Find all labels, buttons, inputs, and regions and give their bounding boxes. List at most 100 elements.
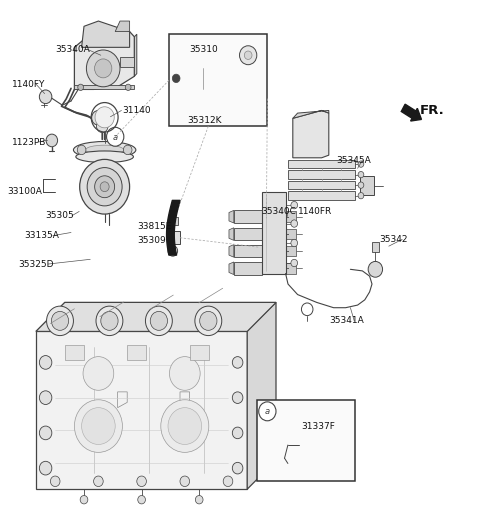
Circle shape (150, 311, 168, 330)
Circle shape (291, 220, 298, 227)
Text: 35341A: 35341A (329, 316, 363, 326)
Circle shape (96, 306, 123, 336)
Circle shape (259, 402, 276, 421)
Circle shape (195, 495, 203, 504)
Polygon shape (299, 437, 321, 456)
Text: 35340C: 35340C (262, 207, 297, 216)
Polygon shape (229, 228, 234, 240)
Circle shape (368, 261, 383, 277)
Text: 35312K: 35312K (187, 116, 222, 126)
Circle shape (82, 408, 115, 444)
Polygon shape (229, 245, 234, 257)
Polygon shape (286, 229, 296, 239)
Circle shape (46, 134, 58, 147)
Text: 35305: 35305 (46, 211, 74, 220)
Circle shape (39, 391, 52, 404)
Polygon shape (229, 210, 234, 223)
Polygon shape (247, 302, 276, 489)
Circle shape (96, 120, 108, 133)
Circle shape (80, 495, 88, 504)
Polygon shape (74, 32, 134, 89)
Bar (120, 57, 134, 67)
Circle shape (74, 400, 122, 452)
Ellipse shape (73, 141, 136, 158)
Polygon shape (234, 210, 262, 223)
Circle shape (95, 176, 115, 198)
Circle shape (137, 476, 146, 487)
Circle shape (39, 461, 52, 475)
Polygon shape (360, 176, 374, 195)
Circle shape (77, 145, 86, 155)
Circle shape (51, 311, 69, 330)
Circle shape (86, 50, 120, 87)
Polygon shape (115, 21, 130, 32)
Polygon shape (74, 85, 134, 89)
Polygon shape (288, 181, 355, 189)
Polygon shape (288, 170, 355, 179)
Polygon shape (304, 429, 316, 437)
Text: 33100A: 33100A (7, 187, 42, 197)
FancyArrow shape (401, 104, 421, 121)
Circle shape (94, 476, 103, 487)
Polygon shape (215, 70, 224, 86)
Text: 1140FR: 1140FR (298, 207, 332, 216)
Text: 35310: 35310 (190, 45, 218, 55)
Circle shape (168, 408, 202, 444)
Text: 35345A: 35345A (336, 156, 371, 165)
Circle shape (87, 168, 122, 206)
Polygon shape (288, 160, 355, 168)
Circle shape (172, 74, 180, 83)
Polygon shape (167, 231, 180, 244)
Circle shape (138, 495, 145, 504)
Text: 1123PB: 1123PB (12, 137, 47, 147)
Circle shape (83, 357, 114, 390)
Polygon shape (168, 217, 178, 225)
Text: 33135A: 33135A (24, 231, 59, 240)
Polygon shape (229, 262, 234, 275)
Circle shape (291, 201, 298, 209)
Bar (257, 400, 355, 481)
Circle shape (169, 357, 200, 390)
Bar (65, 345, 84, 360)
Bar (169, 34, 267, 126)
Text: FR.: FR. (420, 104, 445, 117)
Polygon shape (234, 262, 262, 275)
Circle shape (232, 357, 243, 368)
Circle shape (240, 46, 257, 65)
Polygon shape (234, 245, 262, 257)
Polygon shape (288, 191, 355, 200)
Circle shape (39, 426, 52, 440)
Bar (127, 345, 146, 360)
Polygon shape (234, 228, 262, 240)
Circle shape (145, 306, 172, 336)
Circle shape (101, 311, 118, 330)
Ellipse shape (85, 145, 124, 155)
Circle shape (39, 356, 52, 369)
Circle shape (125, 84, 131, 90)
Circle shape (95, 107, 114, 128)
Text: a: a (113, 133, 118, 142)
Circle shape (358, 182, 364, 188)
Circle shape (223, 476, 233, 487)
Polygon shape (36, 331, 247, 489)
Polygon shape (293, 110, 329, 118)
Text: 33815E: 33815E (137, 221, 171, 231)
Polygon shape (286, 263, 296, 274)
Circle shape (123, 145, 132, 155)
Circle shape (291, 259, 298, 267)
Polygon shape (36, 302, 276, 331)
Circle shape (100, 182, 109, 191)
Circle shape (200, 311, 217, 330)
Circle shape (47, 306, 73, 336)
Circle shape (358, 193, 364, 199)
Polygon shape (36, 302, 276, 331)
Text: 31140: 31140 (122, 106, 151, 115)
Text: 1140FY: 1140FY (12, 79, 46, 89)
Text: 35342: 35342 (379, 235, 408, 244)
Polygon shape (82, 21, 130, 47)
Text: 35325D: 35325D (18, 259, 54, 269)
Circle shape (80, 159, 130, 214)
Circle shape (232, 392, 243, 403)
Text: a: a (265, 407, 270, 416)
Circle shape (180, 476, 190, 487)
